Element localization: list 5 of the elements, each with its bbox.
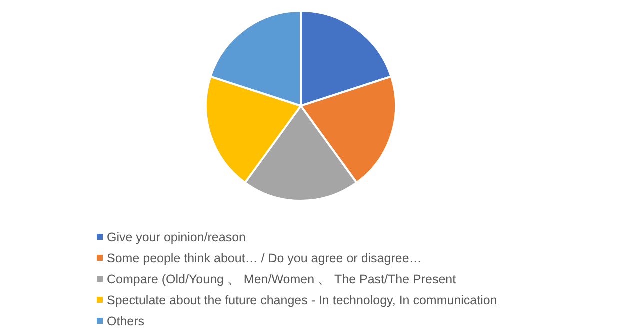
legend-label: Spectulate about the future changes - In technology, In communication xyxy=(107,293,498,308)
legend-label: Some people think about… / Do you agree or disagree… xyxy=(107,251,422,266)
legend-label: Others xyxy=(107,314,145,328)
legend-label: Give your opinion/reason xyxy=(107,230,246,244)
legend-label: Compare (Old/Young 、 Men/Women 、 The Past/The Present xyxy=(107,272,457,286)
